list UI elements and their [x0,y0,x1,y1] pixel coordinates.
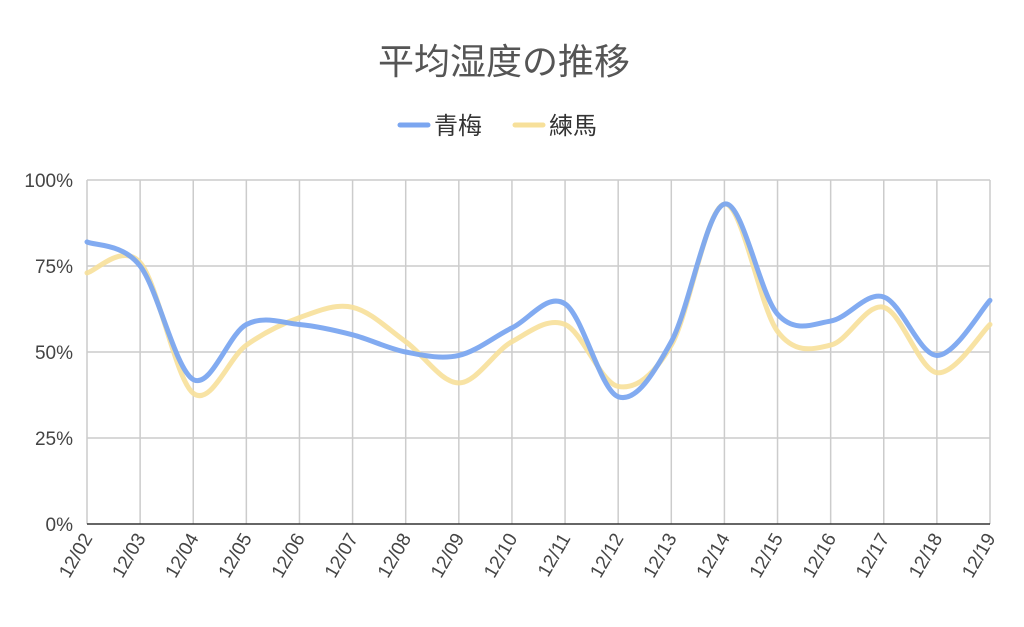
x-tick-label: 12/07 [321,530,363,582]
x-tick-label: 12/08 [374,530,416,582]
chart-legend: 青梅 練馬 [397,112,597,140]
chart-title: 平均湿度の推移 [378,42,630,83]
x-tick-label: 12/12 [587,530,629,582]
series-line-1 [84,201,993,399]
y-tick-label: 75% [35,257,73,278]
series-lines [84,201,993,401]
x-tick-label: 12/09 [427,530,469,582]
x-tick-label: 12/02 [55,530,97,582]
x-tick-label: 12/04 [162,530,204,582]
x-tick-label: 12/16 [799,530,841,582]
x-tick-label: 12/05 [215,530,257,582]
x-tick-label: 12/15 [746,530,788,582]
x-tick-label: 12/14 [693,530,735,582]
y-tick-label: 50% [35,343,73,364]
x-axis-ticks: 12/02 12/03 12/04 12/05 12/06 12/07 12/08 12/09… [55,530,1000,582]
x-tick-label: 12/17 [852,530,894,582]
x-tick-label: 12/06 [268,530,310,582]
legend-label-series-0: 青梅 [434,112,482,140]
x-tick-label: 12/03 [108,530,150,582]
x-tick-label: 12/11 [534,530,575,580]
x-tick-label: 12/13 [640,530,682,582]
y-tick-label: 100% [24,171,73,192]
x-tick-label: 12/18 [905,530,947,582]
series-line-0 [84,201,993,401]
y-axis-ticks: 0% 25% 50% 75% 100% [24,171,73,536]
legend-label-series-1: 練馬 [549,112,597,140]
y-tick-label: 25% [35,429,73,450]
x-tick-label: 12/10 [480,530,522,582]
y-tick-label: 0% [46,515,74,536]
x-tick-label: 12/19 [958,530,1000,582]
